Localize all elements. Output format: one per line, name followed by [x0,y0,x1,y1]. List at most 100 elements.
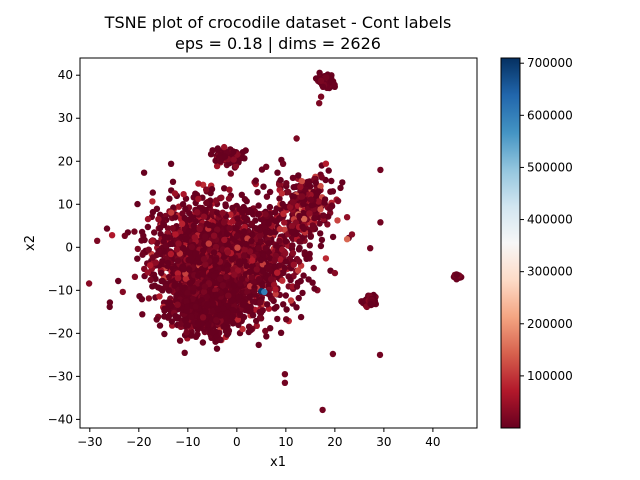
scatter-point [295,294,302,302]
scatter-point [299,193,306,200]
scatter-point [164,259,172,267]
scatter-point [256,232,264,239]
scatter-point [262,327,269,335]
scatter-point [297,313,305,321]
scatter-point [289,242,296,249]
scatter-point [263,264,271,271]
scatter-point [181,349,188,356]
scatter-point [220,305,227,312]
scatter-point [283,180,290,187]
scatter-point [322,255,330,262]
scatter-point [185,228,192,235]
scatter-point [329,188,337,195]
scatter-point [180,245,187,252]
scatter-point [271,262,279,270]
scatter-point [310,264,317,272]
scatter-point [281,371,289,378]
scatter-point [268,276,275,283]
scatter-point [334,197,342,205]
scatter-point [224,261,231,269]
chart-title: TSNE plot of crocodile dataset - Cont la… [104,13,452,32]
scatter-point [271,257,278,264]
scatter-point [296,212,303,220]
scatter-point [200,240,208,248]
scatter-point [196,225,203,233]
scatter-point [273,218,280,225]
scatter-point [156,293,163,300]
scatter-point [175,240,182,247]
scatter-point [303,255,310,262]
scatter-point [245,307,252,314]
scatter-point [329,350,337,358]
scatter-points [85,69,465,414]
scatter-point [297,183,304,191]
scatter-point [296,244,303,252]
scatter-point [274,242,281,250]
scatter-point [235,294,242,301]
scatter-point [235,321,242,329]
scatter-point [334,217,341,224]
scatter-point [138,237,145,244]
scatter-point [257,299,264,306]
scatter-point [299,289,306,297]
scatter-point [182,317,189,324]
scatter-point [246,248,254,255]
scatter-point [227,170,234,177]
scatter-point [302,186,309,193]
scatter-point [220,323,227,330]
scatter-point [237,311,244,318]
scatter-point [321,196,329,203]
scatter-point [289,199,297,206]
scatter-point [224,309,231,317]
scatter-point [282,258,290,265]
scatter-point [325,213,332,220]
scatter-point [258,166,266,173]
scatter-point [242,147,249,154]
scatter-point [328,177,335,185]
scatter-point [202,233,209,240]
scatter-point [221,143,228,151]
scatter-point [248,220,256,227]
scatter-point [323,74,330,81]
scatter-point [294,267,302,274]
scatter-point [205,240,212,247]
scatter-point [139,311,146,318]
scatter-point [277,176,284,184]
scatter-point [306,242,313,249]
axes [79,57,478,429]
scatter-point [243,241,250,248]
scatter-point [300,225,308,233]
scatter-point [182,275,190,282]
scatter-point [188,313,195,320]
scatter-point [174,274,182,282]
scatter-point [289,249,297,257]
scatter-point [184,303,191,311]
scatter-point [293,135,300,142]
scatter-point [165,234,172,241]
scatter-point [241,196,249,203]
scatter-point [228,297,236,304]
scatter-point [219,282,226,289]
scatter-point [103,225,111,232]
scatter-point [241,258,248,265]
scatter-point [213,162,221,170]
scatter-point [178,220,186,227]
scatter-point [318,174,325,181]
scatter-point [144,223,152,231]
scatter-point [283,306,290,313]
scatter-point [287,297,295,304]
scatter-point [205,321,212,328]
scatter-point [255,276,263,283]
scatter-point [200,213,208,220]
scatter-point [174,270,182,277]
y-tick-label: −40 [48,412,73,426]
y-tick-label: −20 [48,326,73,340]
scatter-point [188,255,195,263]
scatter-point [147,276,154,284]
scatter-point [289,174,297,182]
scatter-point [290,184,297,191]
scatter-point [146,262,154,269]
scatter-point [263,193,271,200]
scatter-point [190,284,197,291]
scatter-point [453,271,461,278]
